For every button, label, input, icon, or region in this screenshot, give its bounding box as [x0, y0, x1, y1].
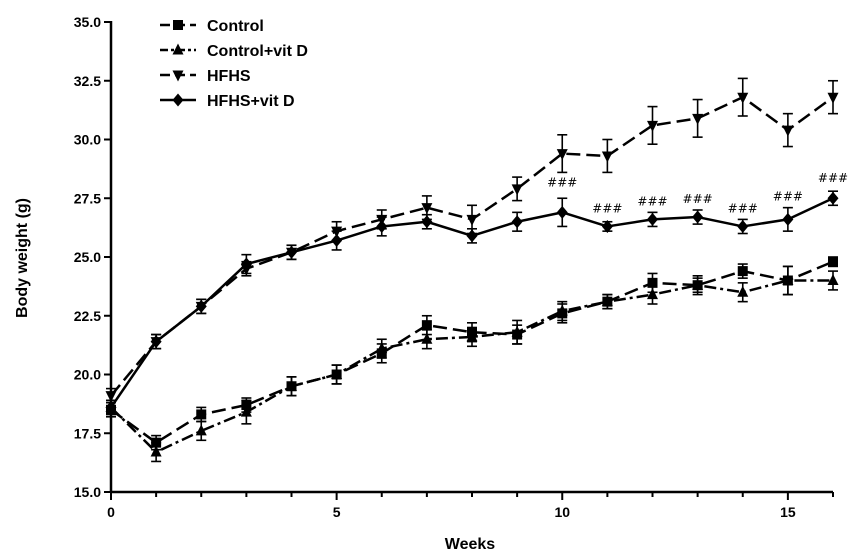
data-point — [195, 299, 207, 313]
series-line — [110, 279, 833, 454]
data-point — [150, 335, 162, 349]
data-point — [376, 342, 388, 354]
data-point — [466, 214, 478, 226]
axes — [109, 21, 833, 494]
legend-item: Control+vit D — [160, 43, 308, 60]
data-point — [828, 256, 838, 267]
series-layer — [105, 77, 839, 463]
x-ticks: 0 5 10 15 — [107, 492, 834, 520]
y-tick-label: 25.0 — [74, 249, 101, 265]
data-point — [376, 219, 388, 233]
data-point — [601, 295, 613, 307]
series-control-vit-d — [105, 265, 839, 463]
data-point — [827, 191, 839, 205]
data-point — [240, 405, 252, 417]
data-point — [556, 149, 568, 161]
series-hfhs-vit-d — [105, 190, 839, 416]
y-tick-label: 17.5 — [74, 425, 101, 441]
y-tick-label: 15.0 — [74, 484, 101, 500]
legend-label: HFHS+vit D — [207, 93, 295, 110]
significance-label: ### — [637, 194, 667, 208]
data-point — [737, 285, 749, 297]
data-point — [647, 277, 658, 288]
significance-label: ### — [592, 201, 622, 215]
data-point — [737, 92, 749, 104]
data-point — [421, 320, 432, 331]
data-point — [556, 205, 568, 219]
series-control — [106, 256, 838, 451]
data-point — [827, 274, 839, 285]
y-axis-title: Body weight (g) — [14, 198, 31, 318]
data-point — [421, 203, 433, 215]
data-point — [240, 257, 252, 271]
data-point — [105, 391, 117, 403]
legend-item: Control — [160, 18, 264, 35]
data-point — [647, 120, 658, 132]
significance-label: ### — [683, 192, 713, 206]
y-tick-label: 27.5 — [74, 190, 101, 206]
x-axis-title: Weeks — [445, 536, 496, 553]
series-line — [110, 95, 834, 397]
data-point — [511, 215, 523, 229]
data-point — [782, 274, 794, 285]
x-tick-label: 5 — [333, 504, 341, 520]
data-point — [150, 445, 162, 457]
legend-marker — [173, 20, 183, 30]
data-point — [511, 325, 523, 337]
significance-label: ### — [773, 190, 803, 204]
data-point — [782, 212, 794, 226]
legend-item: HFHS — [160, 68, 251, 85]
data-point — [466, 229, 478, 243]
data-point — [466, 330, 478, 342]
legend-marker — [172, 43, 184, 55]
data-point — [601, 151, 613, 163]
data-point — [196, 409, 207, 420]
series-line — [110, 260, 834, 444]
significance-label: ### — [728, 201, 758, 215]
legend: Control Control+vit D HFHS HFHS+vit D — [160, 18, 308, 110]
data-point — [556, 304, 568, 316]
data-point — [647, 288, 658, 300]
data-point — [782, 125, 794, 137]
significance-label: ### — [547, 176, 577, 190]
data-point — [692, 210, 704, 224]
data-point — [195, 424, 207, 436]
x-tick-label: 10 — [554, 504, 570, 520]
data-point — [601, 219, 613, 233]
annotations: ### ### ### ### ### ### ### — [547, 171, 848, 216]
y-tick-label: 30.0 — [74, 132, 101, 148]
data-point — [692, 278, 704, 290]
data-point — [331, 234, 343, 248]
legend-marker — [172, 93, 184, 107]
y-tick-label: 20.0 — [74, 367, 101, 383]
y-tick-label: 32.5 — [74, 73, 101, 89]
data-point — [421, 215, 433, 229]
x-tick-label: 15 — [780, 504, 796, 520]
data-point — [511, 184, 523, 196]
data-point — [421, 332, 433, 344]
data-point — [286, 379, 297, 391]
data-point — [737, 219, 749, 233]
y-tick-label: 22.5 — [74, 308, 101, 324]
legend-label: HFHS — [207, 68, 251, 85]
data-point — [827, 92, 839, 104]
legend-label: Control+vit D — [207, 43, 308, 60]
significance-label: ### — [818, 171, 848, 185]
data-point — [692, 113, 704, 125]
x-tick-label: 0 — [107, 504, 115, 520]
data-point — [647, 212, 658, 226]
legend-item: HFHS+vit D — [160, 93, 295, 110]
data-point — [737, 266, 748, 277]
legend-label: Control — [207, 18, 264, 35]
data-point — [286, 245, 297, 259]
y-tick-label: 35.0 — [74, 14, 101, 30]
data-point — [105, 400, 117, 414]
data-point — [331, 368, 343, 379]
legend-marker — [172, 70, 184, 82]
y-ticks: 15.0 17.5 20.0 22.5 25.0 27.5 30.0 32.5 35.0 — [74, 14, 111, 500]
